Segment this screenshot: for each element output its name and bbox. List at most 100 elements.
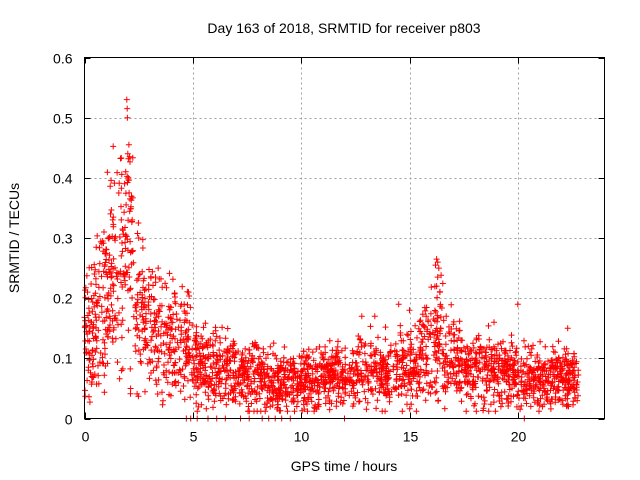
data-point (92, 349, 99, 355)
data-point (361, 350, 368, 357)
data-point (146, 293, 153, 300)
data-point (191, 383, 198, 390)
data-point (473, 335, 480, 342)
data-point (399, 377, 406, 384)
data-point (454, 344, 461, 351)
data-point (306, 384, 313, 391)
data-point (332, 367, 339, 374)
data-point (514, 358, 521, 365)
data-point (410, 346, 417, 353)
data-point (139, 236, 146, 243)
data-point (528, 352, 535, 359)
data-point (109, 307, 116, 314)
data-point (396, 373, 403, 380)
data-point (168, 319, 175, 326)
data-point (524, 355, 530, 362)
data-point (127, 195, 133, 202)
data-point (384, 376, 391, 383)
data-point (571, 377, 578, 384)
data-point (339, 366, 346, 373)
data-point (386, 398, 393, 405)
data-point (435, 340, 442, 347)
data-point (398, 364, 405, 371)
data-point (333, 398, 340, 405)
data-point (153, 314, 160, 321)
data-point (331, 384, 338, 390)
data-point (407, 381, 414, 388)
data-point (106, 328, 113, 335)
data-point (349, 347, 356, 354)
data-point (183, 361, 190, 367)
data-point (155, 265, 162, 272)
data-point (417, 373, 423, 380)
data-point (167, 339, 174, 346)
data-point (526, 363, 533, 370)
data-point (451, 338, 457, 345)
data-point (317, 360, 323, 367)
data-point (377, 352, 384, 359)
data-point (247, 380, 254, 387)
data-point (417, 328, 423, 335)
data-point (150, 282, 156, 289)
data-point (213, 374, 220, 381)
data-point (464, 390, 471, 397)
data-point (380, 358, 387, 365)
data-point (301, 394, 308, 401)
data-point (204, 375, 211, 382)
data-point (362, 395, 369, 402)
data-point (224, 325, 231, 332)
data-point (129, 216, 136, 223)
data-point (281, 381, 288, 388)
data-point (95, 268, 102, 275)
data-point (565, 362, 572, 369)
data-point (173, 316, 180, 323)
data-point (155, 313, 162, 320)
data-point (528, 345, 535, 352)
data-point (322, 385, 329, 391)
data-point (442, 341, 449, 348)
data-point (192, 337, 198, 344)
data-point (118, 216, 125, 223)
data-point (552, 399, 559, 406)
data-point (335, 360, 342, 367)
data-point (103, 269, 109, 276)
data-point (108, 177, 115, 184)
data-point (467, 357, 474, 364)
data-point (433, 388, 440, 395)
data-point (261, 369, 268, 376)
data-point (338, 394, 345, 401)
data-point (126, 208, 133, 215)
data-point (495, 341, 501, 348)
data-point (355, 333, 362, 339)
data-point (169, 326, 175, 333)
data-point (172, 346, 179, 353)
data-point (535, 365, 542, 372)
data-point (134, 299, 141, 306)
data-point (114, 276, 121, 282)
data-point (308, 398, 315, 405)
data-point (225, 347, 232, 354)
data-point (216, 335, 223, 341)
data-point (245, 390, 252, 397)
data-point (382, 324, 389, 331)
data-point (370, 373, 377, 379)
data-point (177, 337, 184, 344)
data-point (242, 345, 249, 352)
data-point (270, 379, 277, 386)
data-point (333, 353, 340, 360)
data-point (90, 292, 97, 299)
data-point (118, 252, 125, 259)
data-point (489, 346, 496, 353)
data-point (290, 355, 297, 362)
data-point (339, 400, 346, 407)
data-point (155, 308, 162, 315)
data-point (105, 324, 112, 331)
data-point (167, 355, 174, 362)
data-point (435, 397, 442, 404)
data-point (273, 355, 280, 362)
data-point (249, 352, 256, 359)
data-point (236, 367, 243, 374)
data-point (124, 114, 131, 121)
data-point (358, 372, 365, 379)
data-point (179, 283, 186, 290)
